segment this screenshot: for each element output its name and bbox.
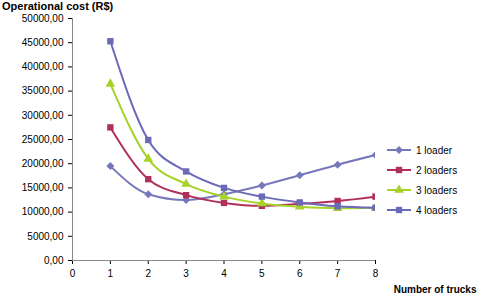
svg-text:45000,00: 45000,00 (22, 37, 64, 48)
html-text:3 loaders: 3 loaders (416, 184, 458, 196)
svg-text:6: 6 (297, 268, 303, 279)
svg-text:5000,00: 5000,00 (27, 231, 64, 242)
svg-text:20000,00: 20000,00 (22, 158, 64, 169)
svg-text:0: 0 (70, 268, 76, 279)
svg-text:25000,00: 25000,00 (22, 134, 64, 145)
svg-text:0,00: 0,00 (44, 255, 64, 266)
svg-text:8: 8 (373, 268, 379, 279)
svg-text:1: 1 (108, 268, 114, 279)
html-text:1 loader: 1 loader (416, 144, 453, 156)
html-text:2 loaders: 2 loaders (416, 164, 458, 176)
svg-text:4: 4 (221, 268, 227, 279)
svg-text:50000,00: 50000,00 (22, 13, 64, 24)
svg-text:10000,00: 10000,00 (22, 206, 64, 217)
svg-text:5: 5 (259, 268, 265, 279)
html-text:Operational cost (R$): Operational cost (R$) (2, 0, 114, 12)
svg-text:7: 7 (335, 268, 341, 279)
svg-text:35000,00: 35000,00 (22, 85, 64, 96)
svg-text:40000,00: 40000,00 (22, 61, 64, 72)
html-text:4 loaders: 4 loaders (416, 204, 458, 216)
svg-text:3: 3 (183, 268, 189, 279)
svg-text:30000,00: 30000,00 (22, 110, 64, 121)
svg-text:15000,00: 15000,00 (22, 182, 64, 193)
svg-text:2: 2 (145, 268, 151, 279)
svg-text:Number of trucks: Number of trucks (394, 284, 477, 294)
